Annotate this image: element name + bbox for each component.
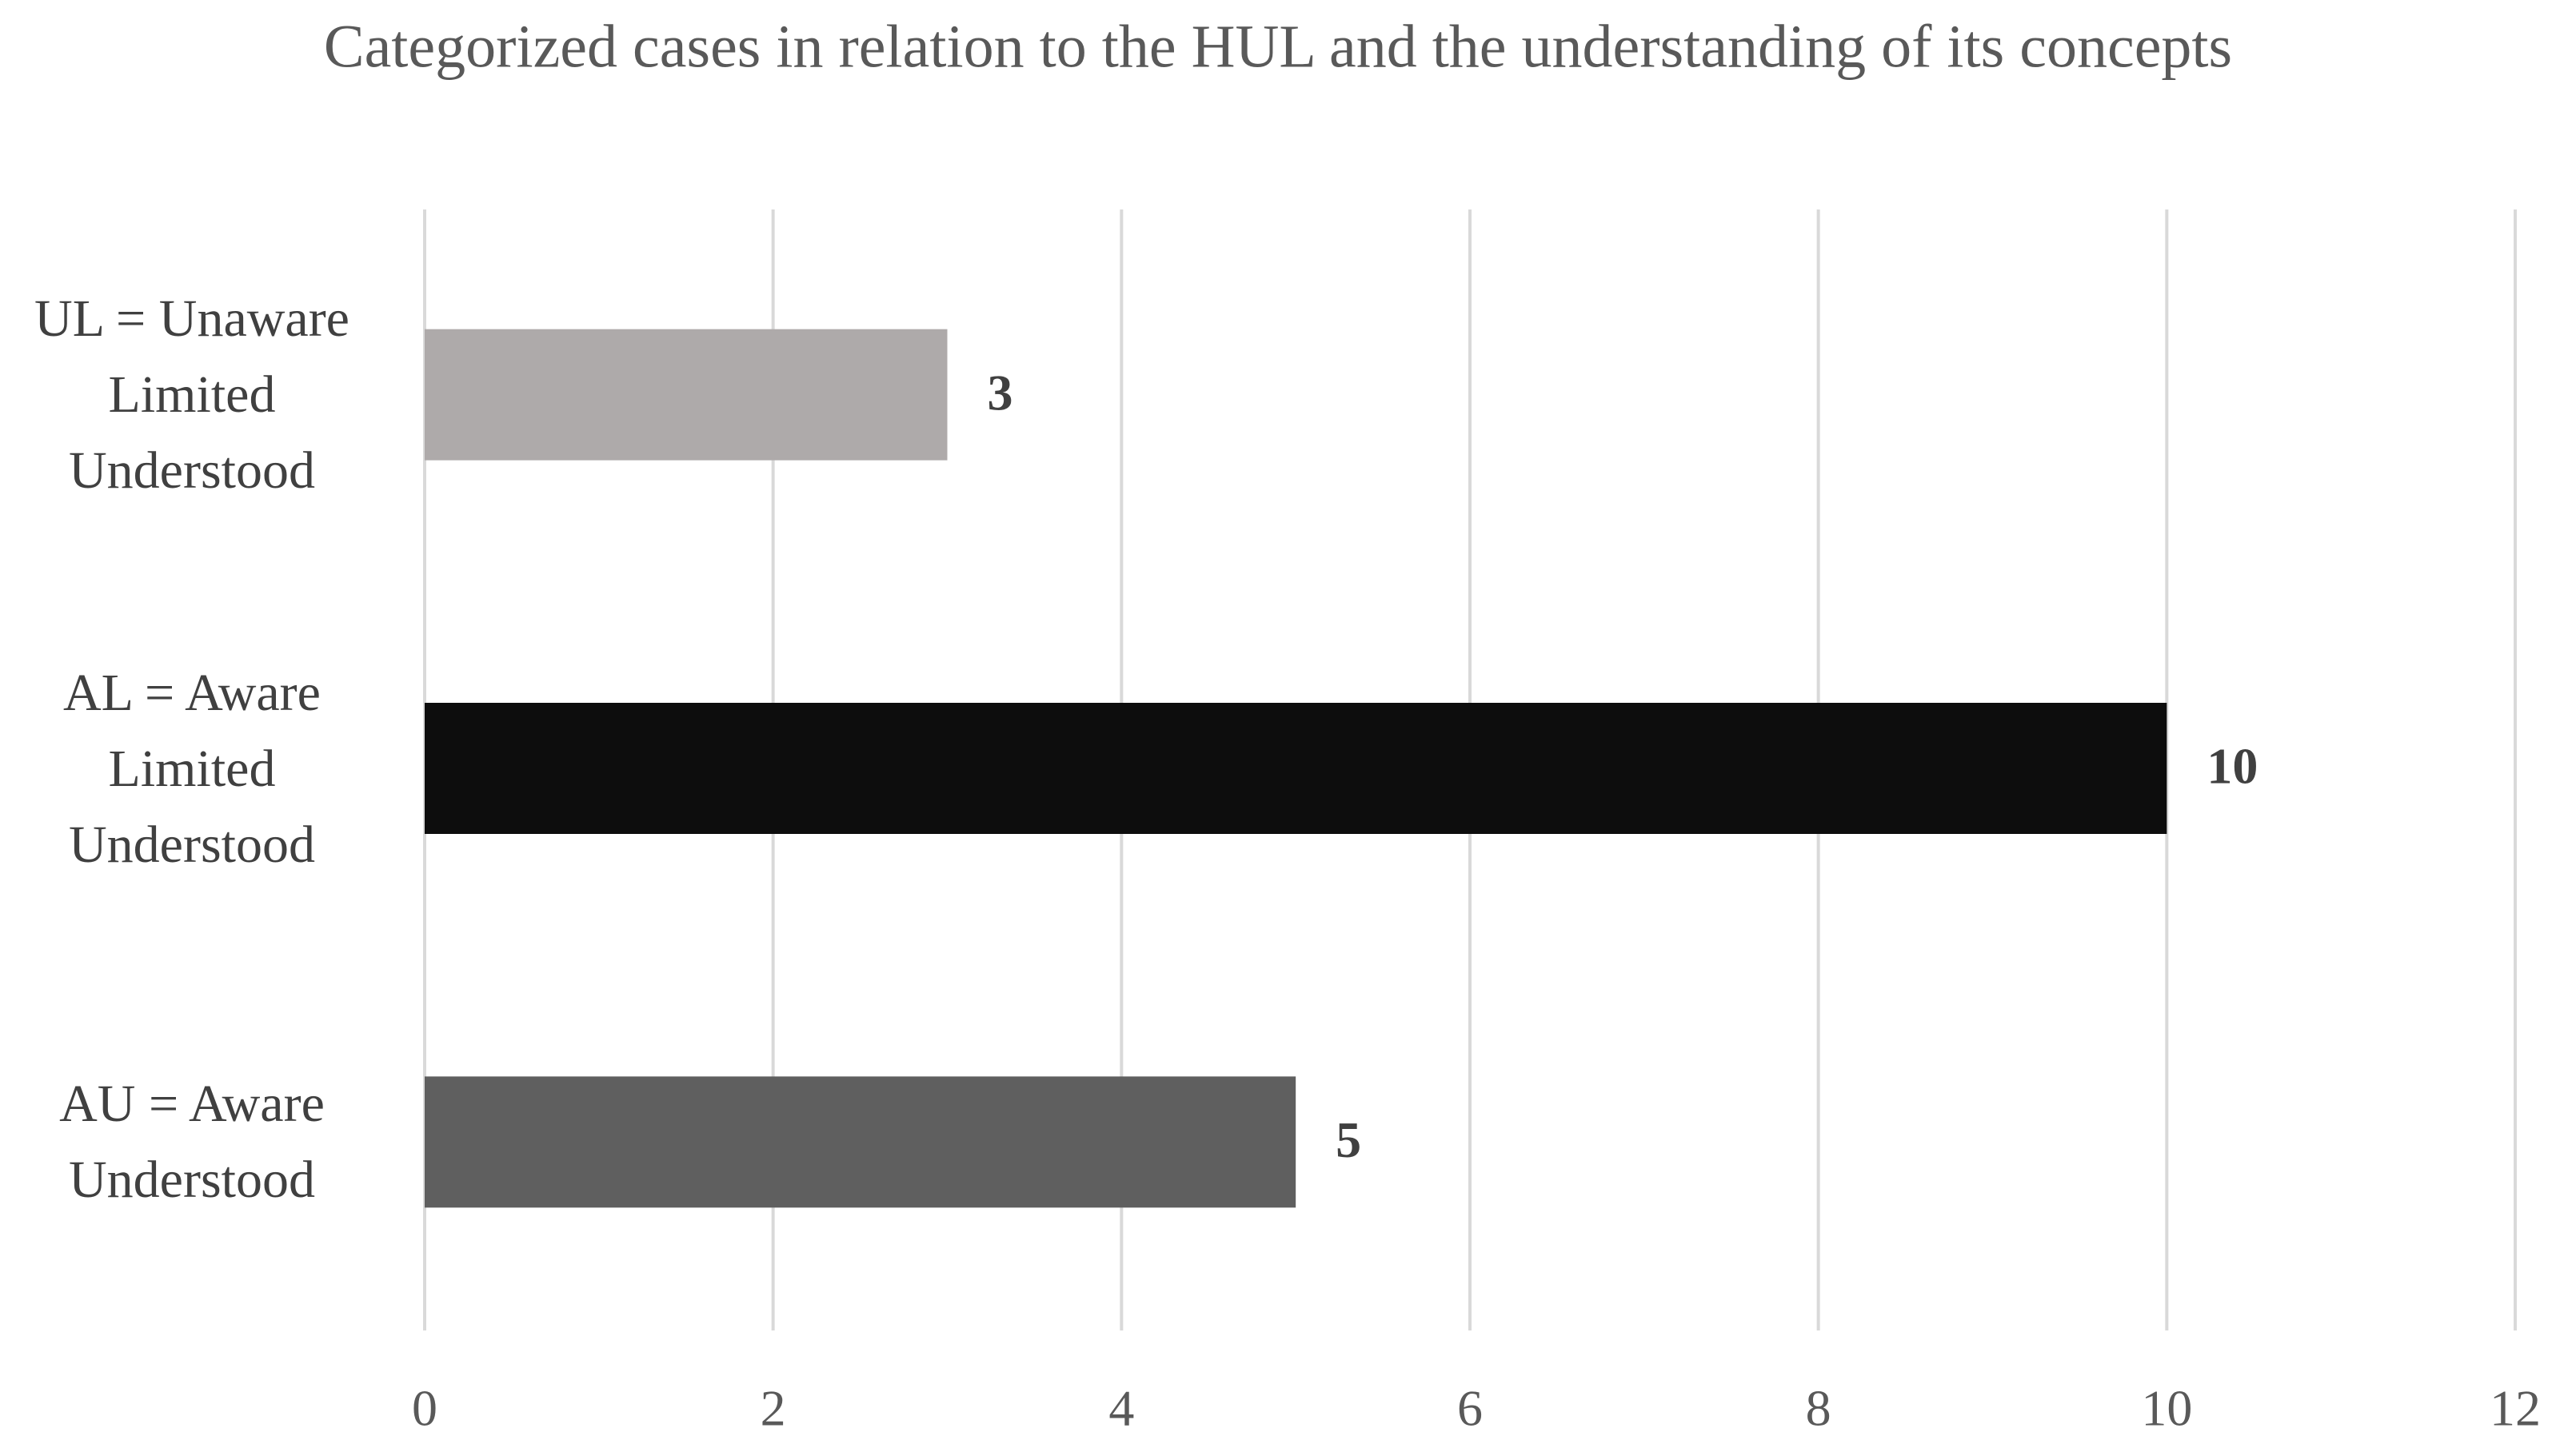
x-tick-label: 4 (1108, 1380, 1134, 1437)
x-tick-label: 0 (412, 1380, 437, 1437)
x-tick-label: 12 (2490, 1380, 2541, 1437)
bar (425, 329, 948, 461)
y-tick-label: UL = Unaware Limited Understood (34, 289, 349, 501)
data-label: 10 (2207, 738, 2258, 795)
x-tick-label: 8 (1806, 1380, 1831, 1437)
y-tick-label: AL = Aware Limited Understood (63, 663, 321, 874)
x-tick-label: 6 (1457, 1380, 1483, 1437)
chart-title: Categorized cases in relation to the HUL… (324, 13, 2232, 80)
x-tick-label: 10 (2141, 1380, 2192, 1437)
data-label: 3 (988, 364, 1013, 421)
data-label: 5 (1336, 1111, 1361, 1168)
bar (425, 1076, 1296, 1208)
x-tick-label: 2 (761, 1380, 786, 1437)
y-tick-label: AU = Aware Understood (59, 1075, 325, 1210)
bar (425, 703, 2167, 834)
